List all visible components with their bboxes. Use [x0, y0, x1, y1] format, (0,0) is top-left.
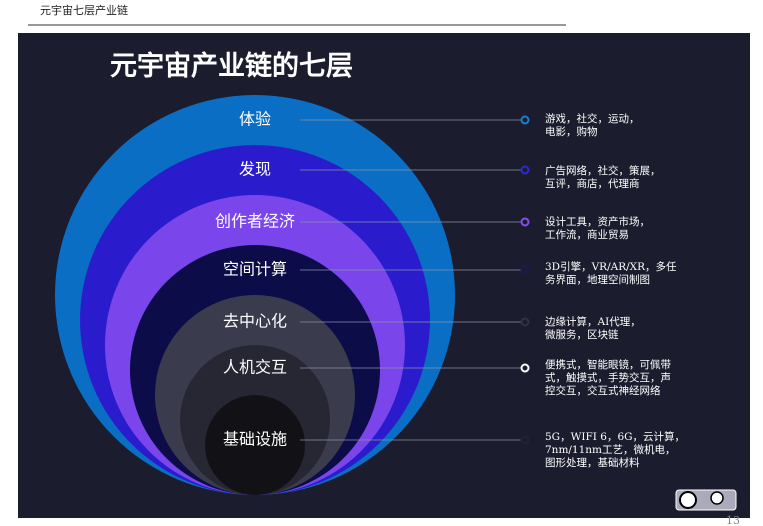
layer-label: 基础设施: [223, 430, 287, 449]
layer-description: 图形处理，基础材料: [545, 456, 640, 469]
layer-description: 游戏，社交，运动，: [545, 112, 640, 125]
layer-label: 体验: [239, 110, 271, 129]
connector-dot: [520, 115, 530, 125]
layer-description: 电影，购物: [545, 125, 598, 138]
connector-dot: [520, 317, 530, 327]
layer-description: 便携式，智能眼镜，可佩带: [545, 358, 671, 371]
connector-dot: [520, 265, 530, 275]
connector-dot: [520, 217, 530, 227]
connector-dot: [520, 435, 530, 445]
layer-description: 微服务，区块链: [545, 328, 619, 341]
page-number: 13: [726, 514, 740, 526]
layer-label: 去中心化: [223, 312, 287, 331]
layer-description: 5G，WIFI 6，6G，云计算，: [545, 430, 685, 443]
layer-description: 互评，商店，代理商: [545, 177, 640, 190]
layer-label: 空间计算: [223, 260, 287, 279]
connector-dot: [520, 165, 530, 175]
slide-title: 元宇宙产业链的七层: [110, 50, 353, 82]
layer-label: 人机交互: [223, 358, 287, 377]
layer-description: 式，触摸式，手势交互，声: [545, 371, 671, 384]
layer-label: 发现: [239, 160, 271, 179]
cc-badge: [675, 489, 737, 511]
layer-description: 工作流，商业贸易: [545, 228, 629, 241]
layer-description: 边缘计算，AI代理，: [545, 315, 641, 328]
circles: [55, 95, 455, 495]
layer-circle: [205, 395, 305, 495]
layer-label: 创作者经济: [215, 212, 295, 231]
connector-dot: [520, 363, 530, 373]
layer-description: 务界面，地理空间制图: [545, 273, 650, 286]
layer-description: 设计工具，资产市场，: [545, 215, 650, 228]
layer-description: 3D引擎，VR/AR/XR，多任: [545, 260, 677, 273]
layer-description: 控交互，交互式神经网络: [545, 384, 661, 397]
layer-description: 7nm/11nm工艺，微机电，: [545, 443, 676, 456]
header-title: 元宇宙七层产业链: [40, 3, 128, 17]
layer-description: 广告网络，社交，策展，: [545, 164, 661, 177]
